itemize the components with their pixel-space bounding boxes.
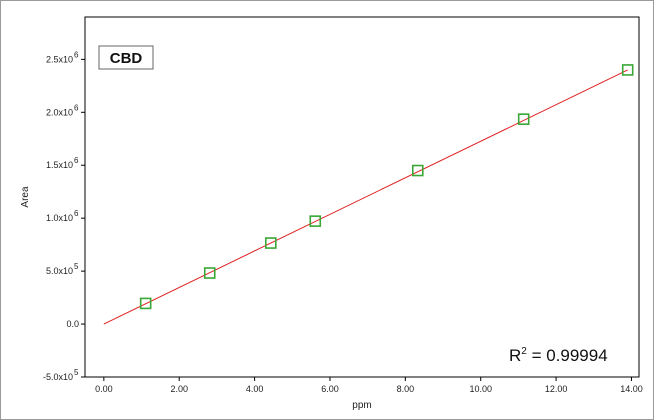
r-squared-value: = 0.99994 bbox=[527, 346, 608, 365]
x-tick-label: 10.00 bbox=[469, 384, 492, 394]
y-tick-exponent: 6 bbox=[74, 103, 79, 112]
data-points bbox=[139, 64, 634, 310]
y-tick-label: 0.0 bbox=[66, 319, 79, 329]
y-tick-exponent: 6 bbox=[74, 209, 79, 218]
y-tick-label: -5.0x10 bbox=[43, 372, 73, 382]
data-point-marker bbox=[203, 267, 216, 279]
r-squared-prefix: R bbox=[509, 346, 521, 365]
y-tick-label: 1.0x10 bbox=[46, 213, 73, 223]
y-tick-label: 5.0x10 bbox=[46, 266, 73, 276]
y-tick-exponent: 5 bbox=[74, 368, 79, 377]
y-tick-label: 2.0x10 bbox=[46, 107, 73, 117]
r-squared-annotation: R2 = 0.99994 bbox=[509, 346, 608, 365]
data-point-marker bbox=[517, 113, 530, 125]
x-tick-label: 8.00 bbox=[397, 384, 415, 394]
plot-area bbox=[84, 16, 640, 378]
compound-label: CBD bbox=[110, 50, 143, 67]
y-axis-title: Area bbox=[20, 186, 31, 208]
data-point-marker bbox=[621, 64, 634, 76]
data-point-marker bbox=[139, 297, 152, 310]
x-tick-label: 2.00 bbox=[170, 384, 188, 394]
x-tick-label: 12.00 bbox=[545, 384, 568, 394]
data-point-marker bbox=[309, 215, 322, 227]
y-tick-exponent: 6 bbox=[74, 156, 79, 165]
x-tick-label: 14.00 bbox=[620, 384, 643, 394]
y-tick-exponent: 5 bbox=[74, 262, 79, 271]
y-axis: -5.0x10 50.05.0x10 51.0x10 61.5x10 62.0x10 62… bbox=[43, 50, 85, 382]
x-tick-label: 6.00 bbox=[321, 384, 339, 394]
x-tick-label: 4.00 bbox=[246, 384, 264, 394]
x-tick-label: 0.00 bbox=[95, 384, 113, 394]
x-axis: 0.00 2.00 4.00 6.00 8.00 10.00 12.00 14.00 bbox=[95, 377, 643, 394]
y-tick-label: 1.5x10 bbox=[46, 160, 73, 170]
fit-line bbox=[103, 69, 628, 325]
y-tick-exponent: 6 bbox=[74, 50, 79, 59]
data-point-marker bbox=[264, 237, 277, 249]
r-squared-sup: 2 bbox=[521, 346, 527, 357]
data-point-marker bbox=[411, 164, 424, 177]
x-axis-title: ppm bbox=[352, 400, 371, 411]
y-tick-label: 2.5x10 bbox=[46, 54, 73, 64]
compound-label-box: CBD bbox=[98, 45, 154, 70]
